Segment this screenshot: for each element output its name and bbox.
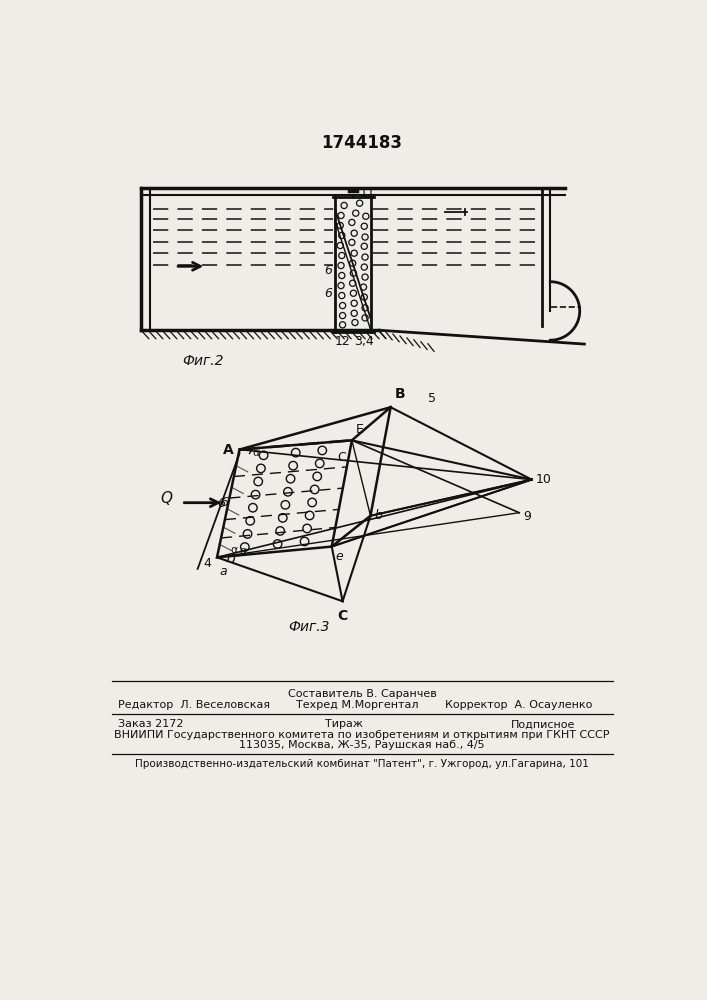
- Text: 3,4: 3,4: [354, 335, 373, 348]
- Text: Тираж: Тираж: [325, 719, 363, 729]
- Text: Техред М.Моргентал: Техред М.Моргентал: [296, 700, 419, 710]
- Text: 9: 9: [523, 510, 531, 523]
- Text: 6: 6: [325, 264, 332, 277]
- Text: 11: 11: [360, 187, 375, 200]
- Text: Подписное: Подписное: [510, 719, 575, 729]
- Text: A: A: [223, 443, 233, 457]
- Text: ВНИИПИ Государственного комитета по изобретениям и открытиям при ГКНТ СССР: ВНИИПИ Государственного комитета по изоб…: [115, 730, 609, 740]
- Text: 12: 12: [334, 335, 351, 348]
- Text: Редактор  Л. Веселовская: Редактор Л. Веселовская: [118, 700, 270, 710]
- Text: Корректор  А. Осауленко: Корректор А. Осауленко: [445, 700, 592, 710]
- Text: 6: 6: [325, 287, 332, 300]
- Text: Производственно-издательский комбинат "Патент", г. Ужгород, ул.Гагарина, 101: Производственно-издательский комбинат "П…: [135, 759, 589, 769]
- Text: 5: 5: [428, 392, 436, 405]
- Text: 6: 6: [220, 496, 228, 509]
- Text: Заказ 2172: Заказ 2172: [118, 719, 183, 729]
- Text: E: E: [356, 423, 363, 436]
- Text: 10: 10: [535, 473, 551, 486]
- Text: Фиг.3: Фиг.3: [288, 620, 330, 634]
- Text: α: α: [253, 448, 260, 458]
- Text: b: b: [374, 509, 382, 522]
- Text: α: α: [239, 546, 246, 556]
- Text: e: e: [336, 550, 344, 563]
- Text: 113035, Москва, Ж-35, Раушская наб., 4/5: 113035, Москва, Ж-35, Раушская наб., 4/5: [239, 740, 485, 750]
- Text: B: B: [395, 387, 405, 401]
- Text: C: C: [337, 451, 346, 464]
- Text: α: α: [230, 545, 238, 555]
- Text: C: C: [337, 609, 348, 623]
- Text: Составитель В. Саранчев: Составитель В. Саранчев: [288, 689, 436, 699]
- Text: 4: 4: [203, 557, 211, 570]
- Text: 1744183: 1744183: [322, 134, 402, 152]
- Text: Фиг.2: Фиг.2: [182, 354, 224, 368]
- Text: a: a: [219, 565, 227, 578]
- Text: Q: Q: [160, 491, 172, 506]
- Text: 6: 6: [218, 497, 226, 510]
